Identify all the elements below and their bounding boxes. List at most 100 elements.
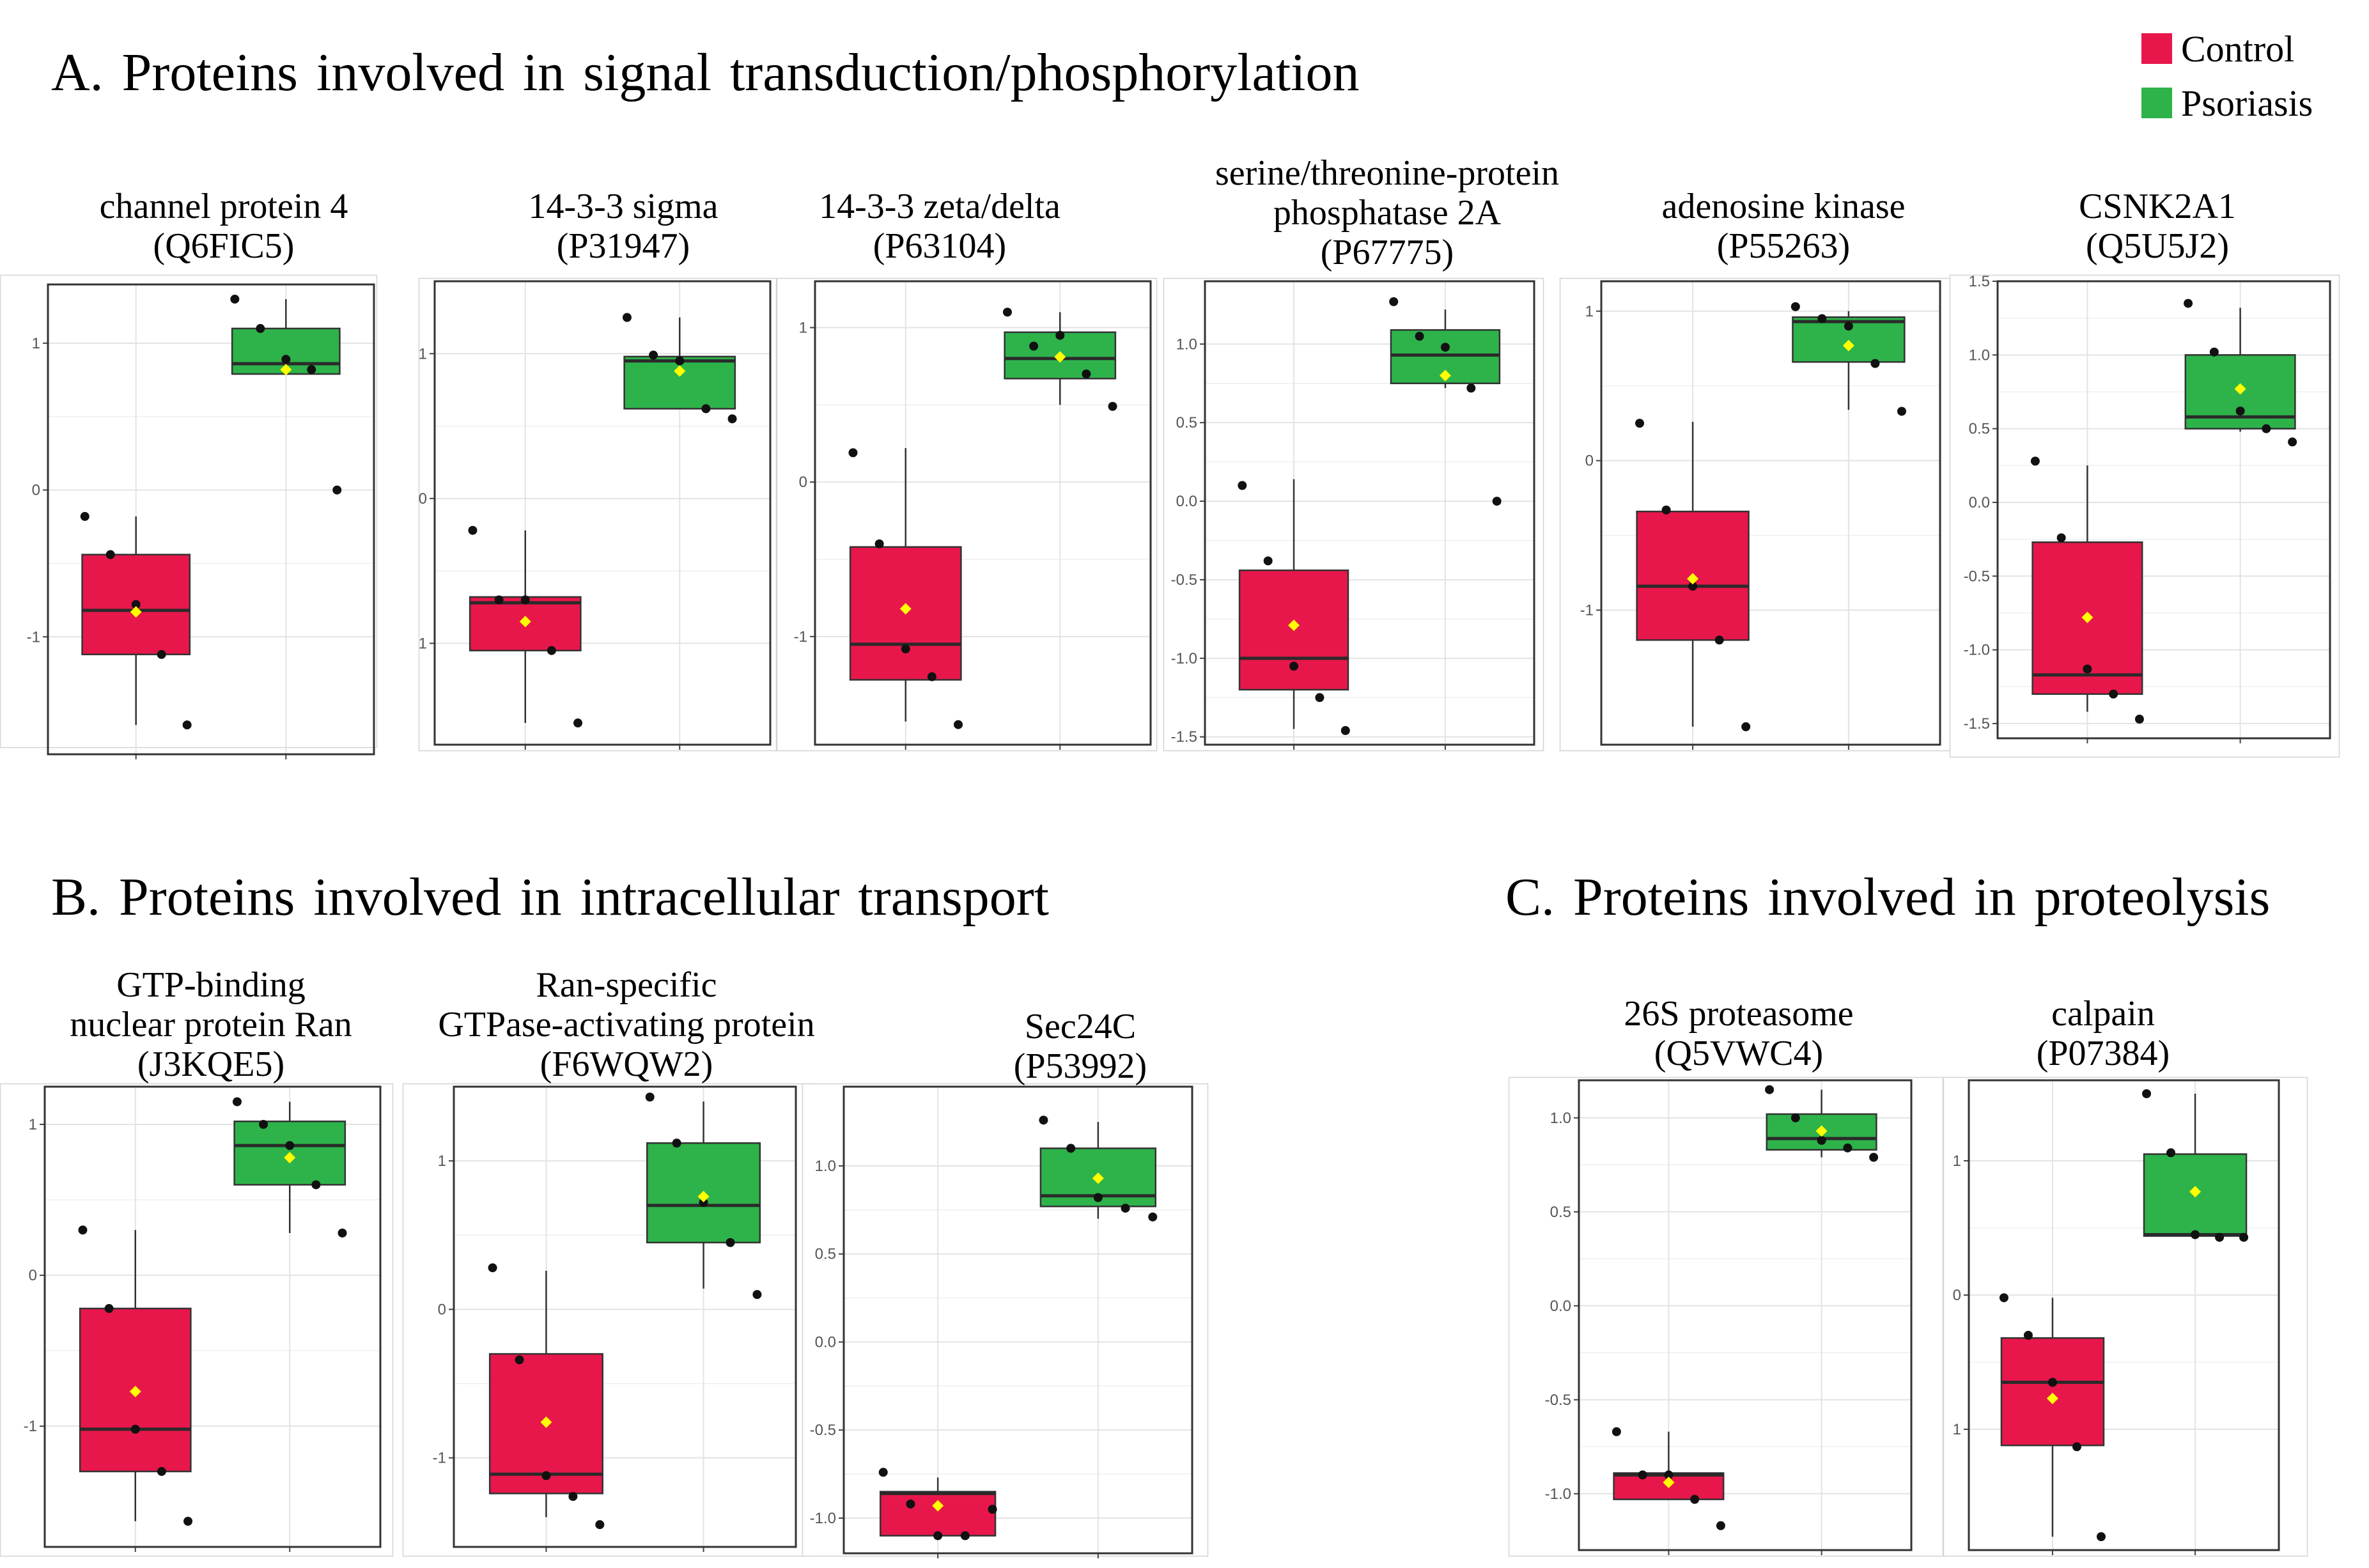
y-tick-label: -1.5 — [1964, 715, 1990, 733]
plot-panel-border — [1996, 280, 2331, 740]
control-box-group — [1635, 419, 1751, 731]
data-point — [1688, 582, 1698, 591]
data-point — [1002, 307, 1012, 317]
mean-marker — [2234, 383, 2246, 395]
plot-title-line: (Q6FIC5) — [153, 226, 295, 266]
mean-marker — [674, 365, 686, 377]
data-point — [1741, 722, 1751, 731]
plot-panel-border — [843, 1085, 1193, 1555]
y-tick-label: 0 — [799, 474, 807, 491]
data-point — [2056, 533, 2066, 543]
psoriasis-box-group — [622, 313, 737, 424]
data-point — [568, 1492, 578, 1502]
data-point — [256, 323, 265, 333]
y-tick-label: -0.5 — [1964, 568, 1990, 585]
plot-title-line: GTPase-activating protein — [438, 1005, 815, 1044]
plot-panel-border — [453, 1085, 797, 1548]
psoriasis-box-group — [2142, 1089, 2249, 1242]
plot-title: 26S proteasome (Q5VWC4) — [1585, 994, 1892, 1073]
plot-title: adenosine kinase (P55263) — [1560, 187, 2007, 266]
y-tick-label: 1.0 — [1969, 346, 1990, 364]
plot-title: CSNK2A1 (Q5U5J2) — [1950, 187, 2365, 266]
mean-marker — [1439, 369, 1451, 382]
data-point — [906, 1499, 915, 1509]
data-point — [1108, 401, 1117, 411]
data-point — [2166, 1148, 2176, 1158]
plot-title-line: (P31947) — [556, 226, 690, 266]
data-point — [1315, 693, 1324, 702]
y-tick-label: 0 — [29, 1267, 37, 1284]
plot-title-line: CSNK2A1 — [2079, 187, 2236, 226]
plot-panel-border — [1204, 280, 1535, 746]
control-box-group — [1612, 1427, 1725, 1530]
data-point — [1466, 384, 1476, 393]
data-point — [468, 525, 478, 535]
y-tick-label: -0.5 — [1545, 1392, 1571, 1409]
data-point — [104, 1304, 114, 1314]
data-point — [1869, 1153, 1879, 1162]
y-tick-label: -1.5 — [1171, 729, 1197, 746]
data-point — [2209, 347, 2219, 357]
plot-panel-border — [47, 283, 375, 756]
plot-title-line: 26S proteasome — [1624, 994, 1854, 1034]
plot-title-line: Sec24C — [1024, 1007, 1137, 1046]
data-point — [1340, 726, 1350, 735]
data-point — [332, 485, 342, 495]
data-point — [1817, 314, 1827, 323]
data-point — [494, 595, 504, 605]
psoriasis-box-group — [232, 1097, 347, 1238]
data-point — [622, 313, 632, 322]
data-point — [520, 595, 530, 605]
data-point — [1389, 297, 1399, 306]
y-tick-label: 1 — [1953, 1153, 1961, 1170]
data-point — [1844, 322, 1853, 331]
data-point — [338, 1228, 347, 1238]
grid — [844, 1087, 1192, 1553]
data-point — [285, 1141, 295, 1151]
data-point — [672, 1138, 681, 1148]
plot-title-line: phosphatase 2A — [1273, 193, 1502, 233]
control-box-group — [80, 511, 192, 730]
plot-title-line: (Q5U5J2) — [2086, 226, 2229, 266]
data-point — [1790, 302, 1800, 311]
box-plot: 1 0 -1 — [0, 274, 378, 759]
y-tick-label: 1 — [29, 1116, 37, 1133]
control-box-group — [878, 1468, 997, 1541]
data-point — [699, 1198, 708, 1207]
data-point — [1492, 497, 1502, 506]
data-point — [1612, 1427, 1621, 1436]
control-box — [2000, 1337, 2105, 1447]
psoriasis-box-group — [1389, 297, 1502, 506]
legend-swatch-control — [2141, 33, 2172, 64]
data-point — [954, 720, 963, 729]
plot-title-line: calpain — [2051, 994, 2155, 1034]
y-tick-label: 0.5 — [815, 1246, 836, 1263]
box-plot: 1 0 -1 — [0, 1083, 394, 1557]
psoriasis-box-group — [2184, 299, 2297, 447]
data-point — [2096, 1532, 2106, 1541]
psoriasis-box-group — [230, 294, 342, 495]
data-point — [230, 294, 240, 304]
box-plot: 1.0 0.5 0.0 -0.5 -1.0 -1.5 — [1163, 277, 1544, 752]
data-point — [1843, 1143, 1852, 1153]
y-tick-label: -0.5 — [1171, 571, 1197, 589]
y-tick-label: -1 — [24, 1418, 37, 1435]
plot-title: Ran-specific GTPase-activating protein (F6… — [396, 965, 857, 1084]
y-tick-label: -1.0 — [1171, 650, 1197, 667]
y-tick-label: 0.0 — [1176, 493, 1197, 510]
data-point — [1066, 1144, 1076, 1153]
plot-title: 14-3-3 sigma (P31947) — [412, 187, 834, 266]
y-tick-label: 1 — [799, 320, 807, 337]
data-point — [2072, 1442, 2081, 1452]
data-point — [2235, 406, 2245, 415]
y-tick-label: -1 — [27, 628, 40, 646]
data-point — [547, 646, 556, 655]
plot-title-line: (P07384) — [2036, 1034, 2170, 1073]
data-point — [232, 1097, 242, 1106]
mean-marker — [1054, 351, 1066, 363]
data-point — [105, 550, 115, 559]
data-point — [2215, 1232, 2225, 1242]
y-tick-label: -1.0 — [1964, 642, 1990, 659]
plot-frame — [1949, 274, 2340, 758]
y-tick-label: -1.0 — [1545, 1486, 1571, 1503]
